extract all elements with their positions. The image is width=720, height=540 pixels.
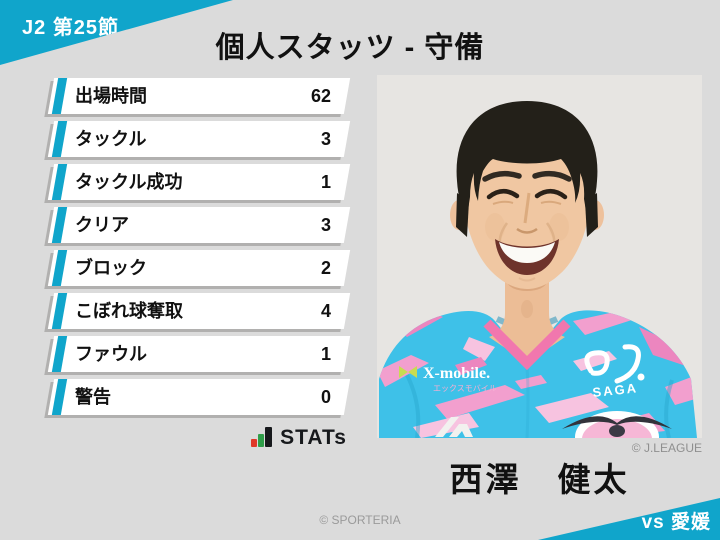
- svg-text:X-mobile.: X-mobile.: [423, 365, 490, 382]
- stat-row: 警告 0: [47, 379, 351, 415]
- player-photo: X-mobile. エックスモバイル SAGA: [377, 75, 702, 463]
- stat-value: 62: [310, 86, 331, 106]
- stat-value: 0: [320, 387, 331, 407]
- stat-label: ファウル: [75, 344, 147, 364]
- stat-label: 出場時間: [75, 86, 147, 106]
- stat-row: 出場時間 62: [47, 78, 351, 114]
- stat-label: 警告: [75, 387, 111, 407]
- stat-value: 2: [320, 258, 331, 278]
- stats-logo-text: STATs: [280, 426, 347, 449]
- stat-label: タックル成功: [75, 172, 183, 192]
- opponent-label: vs 愛媛: [641, 512, 711, 533]
- stat-row: こぼれ球奪取 4: [47, 293, 351, 329]
- stat-value: 1: [320, 344, 331, 364]
- sponsor-logo-xmobile: X-mobile. エックスモバイル: [399, 365, 497, 393]
- stats-logo: STATs: [51, 424, 347, 448]
- stat-row: タックル成功 1: [47, 164, 351, 200]
- stat-value: 3: [320, 129, 331, 149]
- stat-value: 1: [320, 172, 331, 192]
- site-credit: © SPORTERIA: [319, 513, 401, 527]
- photo-credit: © J.LEAGUE: [631, 441, 702, 455]
- stat-row: タックル 3: [47, 121, 351, 157]
- saga-logo: SAGA: [584, 344, 645, 400]
- stat-value: 4: [320, 301, 331, 321]
- svg-text:エックスモバイル: エックスモバイル: [433, 384, 497, 393]
- stat-row: ファウル 1: [47, 336, 351, 372]
- player-portrait-illustration: X-mobile. エックスモバイル SAGA: [377, 75, 702, 463]
- player-name: 西澤 健太: [449, 461, 630, 498]
- page-title: 個人スタッツ - 守備: [215, 32, 485, 64]
- svg-text:SAGA: SAGA: [592, 380, 639, 400]
- hair: [456, 101, 598, 217]
- stat-label: ブロック: [75, 258, 147, 278]
- league-round-label: J2 第25節: [22, 17, 120, 39]
- stat-row: ブロック 2: [47, 250, 351, 286]
- stat-row: クリア 3: [47, 207, 351, 243]
- eyes: [486, 189, 520, 200]
- bar-chart-icon: [251, 427, 273, 447]
- stats-list: 出場時間 62 タックル 3 タックル成功 1 クリア 3 ブロック 2 こぼれ: [47, 78, 351, 422]
- newbalance-logo: [435, 417, 473, 437]
- jersey-collar: [483, 319, 571, 371]
- face: [450, 101, 604, 289]
- stat-label: クリア: [75, 215, 129, 235]
- stat-label: こぼれ球奪取: [75, 301, 183, 321]
- nose: [523, 192, 531, 224]
- eyebrows: [482, 170, 522, 182]
- stat-label: タックル: [75, 129, 147, 149]
- stat-value: 3: [320, 215, 331, 235]
